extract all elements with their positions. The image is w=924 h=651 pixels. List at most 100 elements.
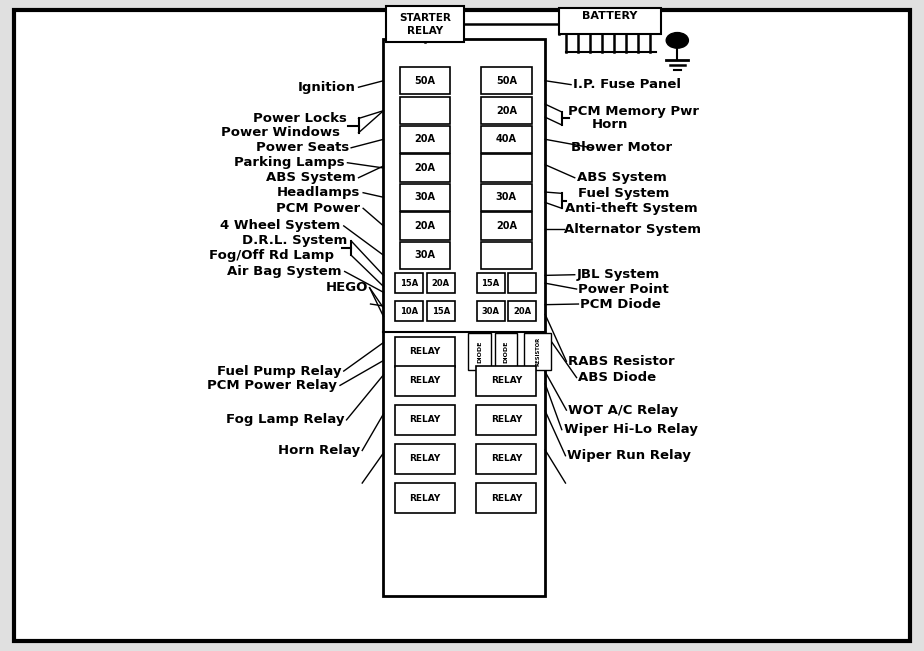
Text: Fog Lamp Relay: Fog Lamp Relay (226, 413, 345, 426)
Text: RELAY: RELAY (409, 454, 441, 464)
Bar (481, 97, 532, 124)
Bar (477, 273, 505, 293)
Bar (477, 366, 536, 396)
Text: 50A: 50A (415, 76, 435, 86)
Text: DIODE: DIODE (504, 340, 509, 363)
Text: 10A: 10A (400, 307, 419, 316)
Bar (386, 6, 465, 42)
Bar (481, 242, 532, 269)
Bar (395, 301, 423, 321)
Bar (525, 333, 552, 370)
Text: 20A: 20A (496, 105, 517, 116)
Bar (477, 444, 536, 474)
Text: RESISTOR: RESISTOR (535, 337, 541, 366)
Text: Alternator System: Alternator System (564, 223, 700, 236)
Text: Fog/Off Rd Lamp: Fog/Off Rd Lamp (210, 249, 334, 262)
Text: RELAY: RELAY (409, 376, 441, 385)
Bar (481, 67, 532, 94)
Bar (395, 366, 455, 396)
Bar (383, 39, 545, 596)
Text: Horn: Horn (591, 118, 627, 132)
Bar (399, 242, 451, 269)
Bar (399, 97, 451, 124)
Bar (477, 483, 536, 513)
Text: RABS Resistor: RABS Resistor (568, 355, 675, 368)
Bar (399, 184, 451, 211)
Bar (559, 8, 661, 34)
Circle shape (666, 33, 688, 48)
Text: DIODE: DIODE (477, 340, 482, 363)
Bar (395, 483, 455, 513)
Bar (427, 301, 455, 321)
Text: RELAY: RELAY (491, 493, 522, 503)
Text: Power Windows: Power Windows (221, 126, 340, 139)
Text: 20A: 20A (415, 134, 435, 145)
Text: Fuel System: Fuel System (578, 187, 669, 200)
Text: 20A: 20A (415, 221, 435, 231)
Bar (481, 126, 532, 153)
Text: 15A: 15A (400, 279, 419, 288)
Text: Horn Relay: Horn Relay (278, 444, 360, 457)
Text: ABS System: ABS System (266, 171, 356, 184)
Bar (395, 273, 423, 293)
Text: Wiper Run Relay: Wiper Run Relay (567, 449, 691, 462)
Text: 40A: 40A (496, 134, 517, 145)
Text: 20A: 20A (496, 221, 517, 231)
Text: PCM Memory Pwr: PCM Memory Pwr (568, 105, 699, 118)
Text: Power Point: Power Point (578, 283, 669, 296)
Bar (481, 154, 532, 182)
Text: 20A: 20A (415, 163, 435, 173)
Bar (395, 444, 455, 474)
Text: JBL System: JBL System (577, 268, 660, 281)
Text: PCM Diode: PCM Diode (580, 298, 661, 311)
Text: PCM Power Relay: PCM Power Relay (207, 379, 337, 392)
Bar (395, 337, 455, 367)
Text: ABS System: ABS System (577, 171, 666, 184)
Text: PCM Power: PCM Power (276, 202, 360, 215)
Bar (468, 333, 491, 370)
Bar (477, 405, 536, 435)
Text: RELAY: RELAY (491, 376, 522, 385)
Text: 30A: 30A (415, 192, 435, 202)
Text: RELAY: RELAY (409, 415, 441, 424)
Text: Wiper Hi-Lo Relay: Wiper Hi-Lo Relay (564, 423, 698, 436)
Bar (477, 301, 505, 321)
Bar (481, 212, 532, 240)
Text: BATTERY: BATTERY (582, 10, 638, 21)
Text: I.P. Fuse Panel: I.P. Fuse Panel (573, 78, 681, 91)
Text: Anti-theft System: Anti-theft System (565, 202, 699, 215)
Text: ABS Diode: ABS Diode (578, 371, 657, 384)
Text: 15A: 15A (432, 307, 450, 316)
Bar (399, 126, 451, 153)
Text: WOT A/C Relay: WOT A/C Relay (568, 404, 678, 417)
Text: 30A: 30A (415, 250, 435, 260)
Text: RELAY: RELAY (491, 415, 522, 424)
Text: Blower Motor: Blower Motor (571, 141, 672, 154)
Bar (508, 301, 536, 321)
Text: RELAY: RELAY (409, 493, 441, 503)
Bar (399, 212, 451, 240)
Text: STARTER: STARTER (399, 12, 451, 23)
Text: 50A: 50A (496, 76, 517, 86)
Text: Power Seats: Power Seats (256, 141, 349, 154)
Bar (427, 273, 455, 293)
Text: RELAY: RELAY (407, 25, 444, 36)
Text: RELAY: RELAY (491, 454, 522, 464)
Text: Ignition: Ignition (298, 81, 356, 94)
Text: Fuel Pump Relay: Fuel Pump Relay (217, 365, 342, 378)
Text: 30A: 30A (496, 192, 517, 202)
Bar (495, 333, 517, 370)
Bar (399, 67, 451, 94)
Text: Air Bag System: Air Bag System (227, 265, 342, 278)
Bar (481, 184, 532, 211)
Bar (508, 273, 536, 293)
Text: Power Locks: Power Locks (252, 112, 346, 125)
Text: Parking Lamps: Parking Lamps (234, 156, 345, 169)
Text: 20A: 20A (432, 279, 450, 288)
Bar (395, 405, 455, 435)
Text: 4 Wheel System: 4 Wheel System (220, 219, 340, 232)
Text: 20A: 20A (513, 307, 531, 316)
Bar (399, 154, 451, 182)
Text: D.R.L. System: D.R.L. System (242, 234, 347, 247)
Text: RELAY: RELAY (409, 347, 441, 356)
